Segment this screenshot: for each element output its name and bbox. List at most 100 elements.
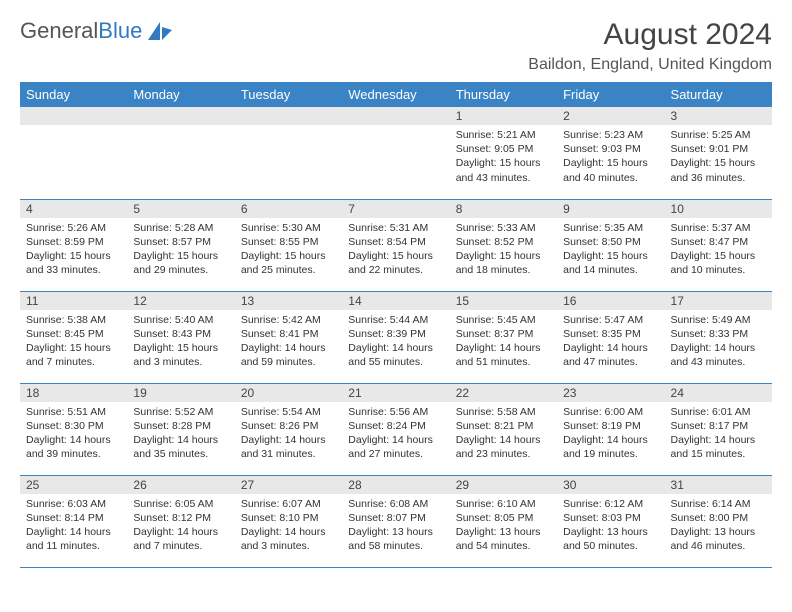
calendar-cell: 22Sunrise: 5:58 AMSunset: 8:21 PMDayligh…	[450, 383, 557, 475]
sunset-line: Sunset: 8:24 PM	[348, 419, 443, 433]
day-info: Sunrise: 5:37 AMSunset: 8:47 PMDaylight:…	[665, 218, 772, 282]
sunrise-line: Sunrise: 6:05 AM	[133, 497, 228, 511]
logo: GeneralBlue	[20, 18, 174, 44]
daylight-line: Daylight: 14 hours and 39 minutes.	[26, 433, 121, 461]
calendar-head: SundayMondayTuesdayWednesdayThursdayFrid…	[20, 82, 772, 107]
daylight-line: Daylight: 13 hours and 50 minutes.	[563, 525, 658, 553]
day-info: Sunrise: 6:05 AMSunset: 8:12 PMDaylight:…	[127, 494, 234, 558]
sunset-line: Sunset: 9:01 PM	[671, 142, 766, 156]
sunrise-line: Sunrise: 6:01 AM	[671, 405, 766, 419]
daylight-line: Daylight: 14 hours and 11 minutes.	[26, 525, 121, 553]
day-info: Sunrise: 5:51 AMSunset: 8:30 PMDaylight:…	[20, 402, 127, 466]
daylight-line: Daylight: 15 hours and 22 minutes.	[348, 249, 443, 277]
day-number: 16	[557, 292, 664, 310]
sunrise-line: Sunrise: 5:25 AM	[671, 128, 766, 142]
sunset-line: Sunset: 8:50 PM	[563, 235, 658, 249]
day-info: Sunrise: 5:54 AMSunset: 8:26 PMDaylight:…	[235, 402, 342, 466]
day-info: Sunrise: 6:10 AMSunset: 8:05 PMDaylight:…	[450, 494, 557, 558]
sunset-line: Sunset: 8:43 PM	[133, 327, 228, 341]
sunrise-line: Sunrise: 5:52 AM	[133, 405, 228, 419]
day-info: Sunrise: 5:49 AMSunset: 8:33 PMDaylight:…	[665, 310, 772, 374]
daylight-line: Daylight: 14 hours and 43 minutes.	[671, 341, 766, 369]
day-info: Sunrise: 5:21 AMSunset: 9:05 PMDaylight:…	[450, 125, 557, 189]
calendar-cell	[235, 107, 342, 199]
calendar-cell: 3 Sunrise: 5:25 AMSunset: 9:01 PMDaylight…	[665, 107, 772, 199]
sunset-line: Sunset: 8:07 PM	[348, 511, 443, 525]
sunrise-line: Sunrise: 5:31 AM	[348, 221, 443, 235]
day-info: Sunrise: 6:08 AMSunset: 8:07 PMDaylight:…	[342, 494, 449, 558]
sunrise-line: Sunrise: 5:37 AM	[671, 221, 766, 235]
daylight-line: Daylight: 15 hours and 25 minutes.	[241, 249, 336, 277]
sunrise-line: Sunrise: 5:28 AM	[133, 221, 228, 235]
day-number: 2	[557, 107, 664, 125]
day-number	[20, 107, 127, 125]
daylight-line: Daylight: 15 hours and 7 minutes.	[26, 341, 121, 369]
sunset-line: Sunset: 8:28 PM	[133, 419, 228, 433]
daylight-line: Daylight: 13 hours and 58 minutes.	[348, 525, 443, 553]
sunrise-line: Sunrise: 6:10 AM	[456, 497, 551, 511]
sunset-line: Sunset: 8:26 PM	[241, 419, 336, 433]
sunrise-line: Sunrise: 6:08 AM	[348, 497, 443, 511]
sunrise-line: Sunrise: 5:49 AM	[671, 313, 766, 327]
sunrise-line: Sunrise: 5:45 AM	[456, 313, 551, 327]
day-number: 3	[665, 107, 772, 125]
sunrise-line: Sunrise: 5:47 AM	[563, 313, 658, 327]
daylight-line: Daylight: 14 hours and 47 minutes.	[563, 341, 658, 369]
calendar-body: 1Sunrise: 5:21 AMSunset: 9:05 PMDaylight…	[20, 107, 772, 567]
day-number: 5	[127, 200, 234, 218]
sunset-line: Sunset: 8:47 PM	[671, 235, 766, 249]
header: GeneralBlue August 2024 Baildon, England…	[20, 18, 772, 74]
day-info: Sunrise: 5:31 AMSunset: 8:54 PMDaylight:…	[342, 218, 449, 282]
day-number: 18	[20, 384, 127, 402]
calendar-cell: 8Sunrise: 5:33 AMSunset: 8:52 PMDaylight…	[450, 199, 557, 291]
day-number: 19	[127, 384, 234, 402]
calendar-cell: 11Sunrise: 5:38 AMSunset: 8:45 PMDayligh…	[20, 291, 127, 383]
daylight-line: Daylight: 13 hours and 54 minutes.	[456, 525, 551, 553]
calendar-cell: 28Sunrise: 6:08 AMSunset: 8:07 PMDayligh…	[342, 475, 449, 567]
calendar-cell: 7Sunrise: 5:31 AMSunset: 8:54 PMDaylight…	[342, 199, 449, 291]
sunset-line: Sunset: 8:00 PM	[671, 511, 766, 525]
calendar-cell: 21Sunrise: 5:56 AMSunset: 8:24 PMDayligh…	[342, 383, 449, 475]
day-number	[342, 107, 449, 125]
sunrise-line: Sunrise: 6:14 AM	[671, 497, 766, 511]
sunrise-line: Sunrise: 5:44 AM	[348, 313, 443, 327]
day-number: 22	[450, 384, 557, 402]
day-header: Wednesday	[342, 82, 449, 107]
day-number: 11	[20, 292, 127, 310]
sunset-line: Sunset: 8:03 PM	[563, 511, 658, 525]
calendar-cell: 25Sunrise: 6:03 AMSunset: 8:14 PMDayligh…	[20, 475, 127, 567]
day-info: Sunrise: 5:38 AMSunset: 8:45 PMDaylight:…	[20, 310, 127, 374]
sunset-line: Sunset: 8:39 PM	[348, 327, 443, 341]
calendar-cell: 26Sunrise: 6:05 AMSunset: 8:12 PMDayligh…	[127, 475, 234, 567]
day-info: Sunrise: 5:52 AMSunset: 8:28 PMDaylight:…	[127, 402, 234, 466]
title-block: August 2024 Baildon, England, United Kin…	[528, 18, 772, 74]
day-number: 24	[665, 384, 772, 402]
sunset-line: Sunset: 8:37 PM	[456, 327, 551, 341]
sunrise-line: Sunrise: 5:56 AM	[348, 405, 443, 419]
sunset-line: Sunset: 8:45 PM	[26, 327, 121, 341]
day-info: Sunrise: 6:07 AMSunset: 8:10 PMDaylight:…	[235, 494, 342, 558]
sunrise-line: Sunrise: 6:00 AM	[563, 405, 658, 419]
sunrise-line: Sunrise: 5:26 AM	[26, 221, 121, 235]
day-number: 25	[20, 476, 127, 494]
sunset-line: Sunset: 9:03 PM	[563, 142, 658, 156]
day-info: Sunrise: 6:14 AMSunset: 8:00 PMDaylight:…	[665, 494, 772, 558]
daylight-line: Daylight: 15 hours and 36 minutes.	[671, 156, 766, 184]
daylight-line: Daylight: 15 hours and 10 minutes.	[671, 249, 766, 277]
day-number	[127, 107, 234, 125]
sunrise-line: Sunrise: 6:03 AM	[26, 497, 121, 511]
day-header: Friday	[557, 82, 664, 107]
calendar-cell: 16Sunrise: 5:47 AMSunset: 8:35 PMDayligh…	[557, 291, 664, 383]
daylight-line: Daylight: 15 hours and 3 minutes.	[133, 341, 228, 369]
daylight-line: Daylight: 14 hours and 15 minutes.	[671, 433, 766, 461]
calendar-cell: 15Sunrise: 5:45 AMSunset: 8:37 PMDayligh…	[450, 291, 557, 383]
daylight-line: Daylight: 15 hours and 29 minutes.	[133, 249, 228, 277]
day-number: 29	[450, 476, 557, 494]
location: Baildon, England, United Kingdom	[528, 56, 772, 74]
sunrise-line: Sunrise: 5:33 AM	[456, 221, 551, 235]
logo-word2: Blue	[98, 18, 142, 43]
sunrise-line: Sunrise: 5:58 AM	[456, 405, 551, 419]
sunset-line: Sunset: 8:21 PM	[456, 419, 551, 433]
calendar-cell: 20Sunrise: 5:54 AMSunset: 8:26 PMDayligh…	[235, 383, 342, 475]
day-number: 4	[20, 200, 127, 218]
